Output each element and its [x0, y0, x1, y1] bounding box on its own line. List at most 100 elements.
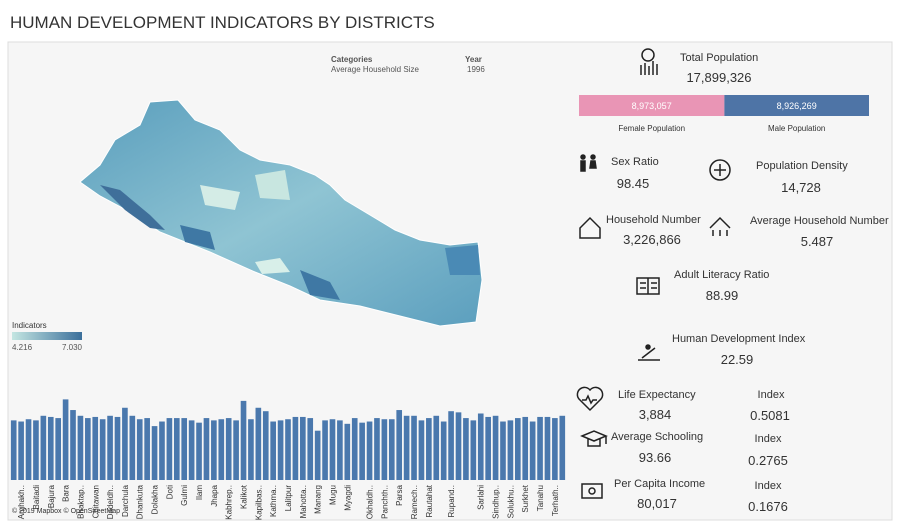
bar[interactable] — [455, 412, 462, 480]
filter-value[interactable]: 1996 — [467, 65, 485, 74]
bar[interactable] — [25, 419, 32, 480]
bar[interactable] — [159, 421, 165, 480]
map-region[interactable] — [200, 185, 240, 210]
bar[interactable] — [403, 415, 410, 480]
population-bar[interactable] — [724, 95, 869, 116]
bar[interactable] — [418, 420, 425, 480]
bar[interactable] — [329, 419, 336, 480]
bar[interactable] — [62, 399, 69, 480]
bar[interactable] — [255, 407, 262, 480]
bar[interactable] — [300, 416, 306, 480]
bar[interactable] — [351, 418, 358, 480]
bar[interactable] — [448, 411, 454, 480]
map-region[interactable] — [445, 245, 480, 275]
bar[interactable] — [359, 422, 365, 480]
kpi-value: 5.487 — [801, 234, 834, 249]
bar[interactable] — [514, 418, 521, 480]
x-tick-label: Dolakha — [151, 484, 160, 514]
bar[interactable] — [40, 415, 47, 480]
filter-value[interactable]: Average Household Size — [331, 65, 419, 74]
x-tick-label: Solukhu.. — [506, 485, 515, 518]
bar[interactable] — [248, 419, 254, 480]
bar[interactable] — [388, 419, 395, 480]
bar[interactable] — [196, 422, 202, 480]
bar[interactable] — [211, 420, 217, 480]
bar[interactable] — [173, 418, 180, 480]
bar[interactable] — [166, 418, 173, 480]
bar[interactable] — [270, 421, 276, 480]
bar[interactable] — [47, 416, 54, 480]
map-region[interactable] — [255, 258, 290, 274]
bar[interactable] — [381, 419, 388, 480]
bar[interactable] — [559, 415, 566, 480]
index-value: 0.5081 — [750, 408, 790, 423]
bar[interactable] — [85, 418, 91, 480]
bar[interactable] — [188, 420, 195, 480]
map-region[interactable] — [180, 225, 215, 250]
x-tick-label: Sindhup.. — [492, 485, 501, 519]
bar[interactable] — [492, 415, 499, 480]
map-attribution: © 2019 Mapbox © OpenStreetMap — [12, 507, 120, 515]
x-tick-label: Gulmi — [180, 485, 189, 506]
map-region[interactable] — [79, 99, 483, 327]
map-region[interactable] — [255, 170, 290, 200]
bar[interactable] — [285, 419, 291, 480]
bar[interactable] — [114, 416, 121, 480]
bar[interactable] — [225, 418, 232, 480]
bar[interactable] — [136, 419, 143, 480]
bar[interactable] — [396, 410, 403, 480]
bar[interactable] — [233, 420, 239, 480]
population-bar[interactable] — [579, 95, 725, 116]
bar[interactable] — [411, 415, 417, 480]
bar[interactable] — [10, 420, 17, 480]
bar[interactable] — [107, 415, 113, 480]
bar[interactable] — [33, 420, 39, 480]
bar[interactable] — [522, 416, 529, 480]
bar[interactable] — [77, 415, 84, 480]
map-region[interactable] — [100, 185, 165, 230]
bar[interactable] — [18, 421, 24, 480]
bar[interactable] — [99, 419, 106, 480]
bar[interactable] — [292, 416, 299, 480]
bar[interactable] — [322, 420, 328, 480]
bar[interactable] — [144, 418, 150, 480]
bar[interactable] — [374, 418, 380, 480]
bar[interactable] — [218, 419, 225, 480]
bar[interactable] — [122, 407, 128, 480]
kpi-value: 3,226,866 — [623, 232, 681, 247]
bar[interactable] — [433, 415, 440, 480]
bar[interactable] — [463, 418, 469, 480]
x-tick-label: Kalikot — [240, 484, 249, 509]
bar[interactable] — [307, 418, 314, 480]
bar[interactable] — [151, 426, 158, 480]
bar[interactable] — [262, 411, 269, 480]
bar[interactable] — [507, 420, 514, 480]
bar[interactable] — [203, 418, 210, 480]
bar[interactable] — [544, 416, 551, 480]
bar[interactable] — [485, 416, 491, 480]
bar[interactable] — [181, 418, 188, 480]
bar[interactable] — [537, 416, 543, 480]
bar[interactable] — [552, 418, 558, 480]
bar[interactable] — [344, 423, 351, 480]
bar[interactable] — [440, 421, 447, 480]
bar[interactable] — [277, 420, 284, 480]
map-region[interactable] — [300, 270, 340, 300]
bar[interactable] — [477, 413, 484, 480]
bar[interactable] — [337, 420, 343, 480]
bar[interactable] — [240, 400, 247, 480]
kpi-label: Population Density — [756, 160, 848, 172]
bar[interactable] — [129, 415, 136, 480]
bar[interactable] — [92, 416, 99, 480]
bar[interactable] — [70, 410, 76, 480]
x-tick-label: Sarlahi — [477, 485, 486, 510]
bar[interactable] — [314, 430, 321, 480]
x-tick-label: Panchth.. — [380, 485, 389, 519]
bar[interactable] — [55, 418, 62, 480]
bar[interactable] — [470, 420, 477, 480]
bar[interactable] — [426, 418, 432, 480]
bar[interactable] — [500, 421, 506, 480]
bar[interactable] — [529, 421, 536, 480]
bar[interactable] — [366, 421, 373, 480]
map[interactable] — [79, 99, 483, 327]
